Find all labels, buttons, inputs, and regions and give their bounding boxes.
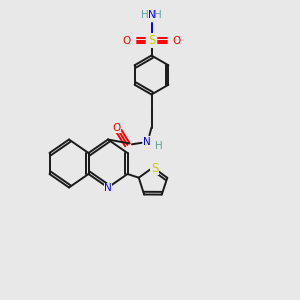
Text: N: N: [148, 10, 155, 20]
Text: O: O: [112, 123, 121, 133]
Text: O: O: [122, 35, 130, 46]
Text: S: S: [151, 161, 158, 175]
Text: S: S: [148, 34, 155, 47]
Text: H: H: [154, 10, 162, 20]
Text: H: H: [141, 10, 149, 20]
Text: N: N: [143, 137, 151, 147]
Text: O: O: [172, 35, 181, 46]
Text: H: H: [154, 140, 162, 151]
Text: N: N: [104, 183, 112, 193]
